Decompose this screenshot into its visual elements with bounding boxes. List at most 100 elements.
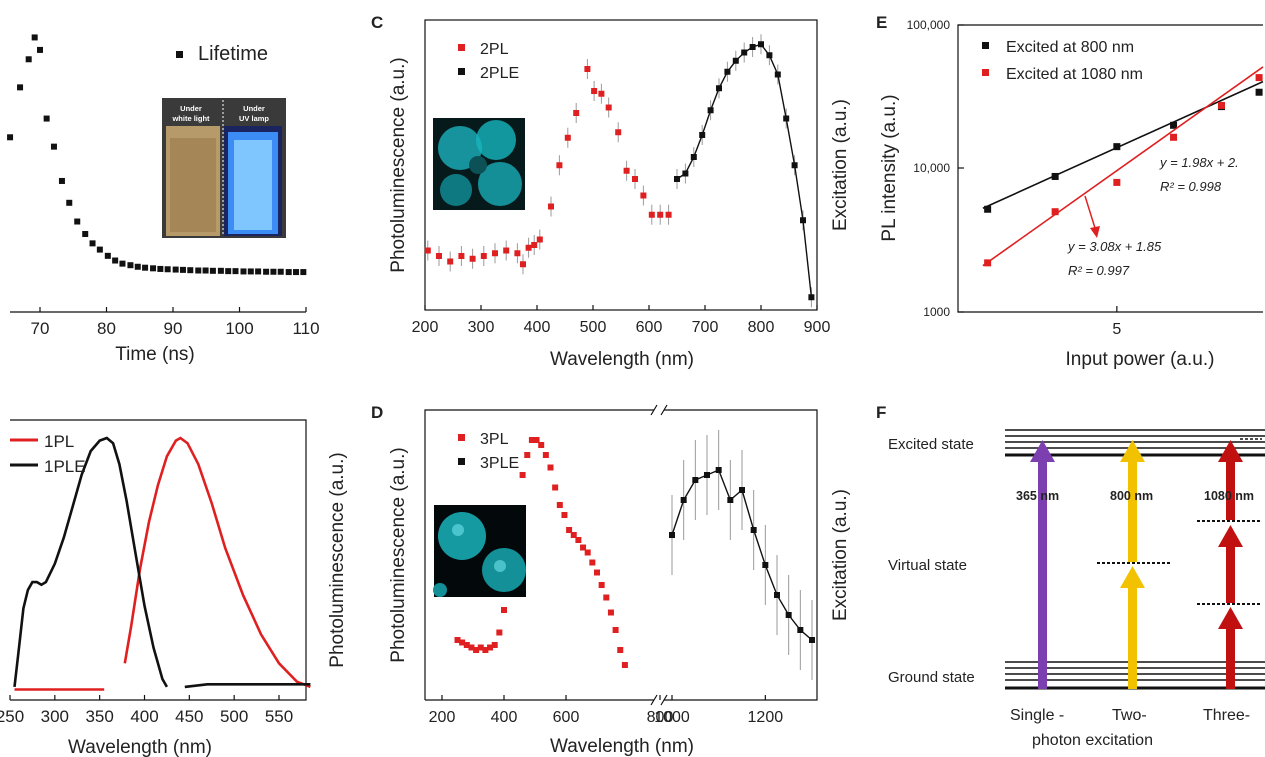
- d-point-3PL-1: [459, 639, 466, 646]
- c-point-2PL-7: [503, 247, 510, 254]
- lifetime-point-5: [37, 46, 43, 53]
- c-point-2PL-20: [605, 104, 612, 111]
- c-point-2PL-14: [556, 162, 563, 169]
- d-point-3PL-16: [528, 437, 535, 443]
- panel-lifetime: 70 80 90 100 110 Lifetime Time (ns) Under wh…: [7, 34, 320, 365]
- e-fit-1: [982, 66, 1264, 267]
- d-point-3PL-7: [487, 644, 494, 651]
- d-point-3PL-2: [463, 642, 470, 648]
- legend-label-800: Excited at 800 nm: [1006, 39, 1134, 56]
- inset-image-cells-c: [433, 118, 525, 210]
- c-point-2PL-0: [424, 247, 431, 254]
- c-point-2PL-24: [640, 192, 647, 199]
- d-point-3PL-3: [468, 644, 475, 651]
- panel-f: F Excited state V: [876, 403, 1265, 749]
- e-point-1-4: [1217, 101, 1225, 109]
- d-point-3PL-24: [566, 527, 573, 533]
- d-point-3PL-18: [538, 442, 545, 448]
- lifetime-point-17: [127, 262, 134, 269]
- panel-label-e: E: [876, 13, 887, 32]
- label-three: Three-: [1203, 707, 1250, 724]
- lifetime-point-20: [150, 265, 157, 272]
- c-point-2PL-1: [436, 253, 442, 259]
- label-two: Two-: [1112, 707, 1147, 724]
- d-point-3PL-4: [473, 647, 480, 653]
- c-point-2PL-11: [531, 242, 538, 248]
- e-point-1-3: [1170, 133, 1178, 141]
- wavelength-800: 800 nm: [1110, 489, 1153, 503]
- label-single: Single -: [1010, 707, 1064, 724]
- e-point-1-2: [1113, 178, 1121, 186]
- legend-label-3ple: 3PLE: [480, 455, 519, 472]
- d-point-3PL-35: [617, 647, 624, 653]
- inset-label-uv-1: Under: [243, 104, 265, 113]
- lifetime-point-2: [17, 84, 24, 91]
- c-point-2PL-17: [584, 66, 591, 72]
- lifetime-point-25: [187, 267, 194, 274]
- lifetime-point-39: [293, 269, 300, 276]
- inset-photo-vials: Under white light Under UV lamp: [162, 98, 286, 238]
- e-point-0-2: [1113, 143, 1121, 151]
- c-point-2PL-2: [447, 258, 454, 265]
- 1pl-x-tick-label-5: 500: [220, 707, 248, 726]
- lifetime-point-33: [247, 268, 254, 275]
- c-x-tick-label-0: 200: [412, 319, 439, 336]
- lifetime-point-10: [74, 218, 81, 225]
- lifetime-point-28: [209, 267, 216, 274]
- d-point-3PL-9: [496, 629, 503, 636]
- legend-label-2pl: 2PL: [480, 41, 509, 58]
- wavelength-1080: 1080 nm: [1204, 489, 1254, 503]
- x-axis-label-1pl: Wavelength (nm): [68, 737, 212, 757]
- d-point-3PL-36: [621, 662, 628, 668]
- d-point-3PL-31: [598, 582, 605, 588]
- c-point-2PL-25: [648, 211, 655, 218]
- d-point-3PL-17: [533, 437, 540, 443]
- 1pl-series-0-line-1: [123, 436, 311, 689]
- lifetime-point-37: [277, 268, 284, 275]
- inset-image-cells-d: [433, 505, 526, 597]
- 1pl-x-tick-label-4: 450: [175, 707, 203, 726]
- lifetime-point-15: [112, 257, 119, 264]
- inset-label-white-light-2: white light: [171, 114, 210, 123]
- lifetime-x-tick-label-4: 110: [292, 319, 319, 338]
- annotation-fit-800: y = 1.98x + 2.: [1159, 155, 1239, 170]
- y-axis-label-c: Photoluminescence (a.u.): [388, 57, 409, 272]
- 1pl-x-tick-label-3: 400: [130, 707, 158, 726]
- d-x-tick-label-0: 200: [429, 709, 456, 726]
- d-point-3PL-14: [519, 472, 526, 478]
- d-point-3PL-34: [612, 627, 619, 633]
- lifetime-point-26: [195, 267, 202, 274]
- c-x-tick-label-5: 700: [692, 319, 719, 336]
- x-axis-label-lifetime: Time (ns): [115, 344, 195, 365]
- d-point-3PL-0: [454, 637, 461, 643]
- panel-label-d: D: [371, 403, 383, 422]
- lifetime-point-32: [240, 268, 247, 275]
- e-y-tick-label-1: 10,000: [913, 161, 950, 175]
- lifetime-point-23: [172, 266, 179, 273]
- e-point-1-5: [1255, 74, 1263, 82]
- legend-label-lifetime: Lifetime: [198, 43, 268, 65]
- 1pl-x-tick-label-1: 300: [41, 707, 69, 726]
- x-axis-label-d: Wavelength (nm): [550, 736, 694, 757]
- 1pl-series-1-line-0: [13, 436, 169, 688]
- lifetime-x-tick-label-2: 90: [164, 319, 183, 338]
- c-point-2PL-22: [623, 167, 630, 174]
- level-virtual-state: Virtual state: [888, 557, 967, 574]
- lifetime-point-4: [31, 34, 38, 41]
- d-x-tick-label-2: 600: [553, 709, 580, 726]
- annotation-r2-1080: R² = 0.997: [1068, 263, 1130, 278]
- d-point-3PL-27: [580, 544, 587, 551]
- lifetime-point-12: [89, 240, 96, 247]
- y-axis-label-e: PL intensity (a.u.): [879, 94, 900, 241]
- c-point-2PL-27: [665, 211, 672, 218]
- d-point-3PL-5: [477, 644, 484, 651]
- lifetime-point-8: [58, 177, 65, 184]
- d-x-tick-label-5: 1200: [748, 709, 784, 726]
- lifetime-point-36: [270, 268, 277, 275]
- y2-axis-label-c: Excitation (a.u.): [830, 99, 851, 231]
- e-fit-0: [982, 80, 1264, 209]
- c-point-2PL-6: [492, 250, 498, 257]
- d-point-3PL-25: [570, 532, 577, 538]
- c-point-2PL-12: [536, 236, 543, 243]
